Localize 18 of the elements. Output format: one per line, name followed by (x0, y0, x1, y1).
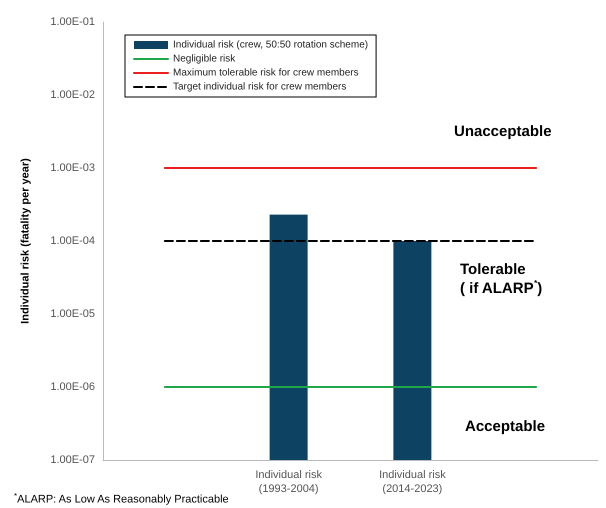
annotation: Unacceptable (454, 123, 552, 140)
y-tick-label: 1.00E-02 (50, 89, 95, 101)
y-tick-label: 1.00E-07 (50, 454, 95, 466)
annotation: Tolerable ( if ALARP*) (460, 261, 542, 297)
y-tick-label: 1.00E-03 (50, 162, 95, 174)
annotation: Acceptable (465, 418, 546, 435)
text: *ALARP: As Low As Reasonably Practicable (14, 492, 229, 506)
legend-label: Individual risk (crew, 50:50 rotation scheme) (173, 40, 368, 50)
y-tick-label: 1.00E-05 (50, 308, 95, 320)
legend-label: Negligible risk (173, 54, 236, 64)
x-tick-label: Individual risk (2014-2023) (379, 469, 446, 495)
y-tick-label: 1.00E-04 (50, 235, 95, 247)
y-tick-label: 1.00E-06 (50, 381, 95, 393)
x-tick-label: Individual risk (1993-2004) (255, 469, 322, 495)
y-axis-title: Individual risk (fatality per year) (20, 158, 32, 324)
legend-label: Target individual risk for crew members (173, 82, 346, 92)
legend-label: Maximum tolerable risk for crew members (173, 68, 359, 78)
y-tick-label: 1.00E-01 (50, 16, 95, 28)
